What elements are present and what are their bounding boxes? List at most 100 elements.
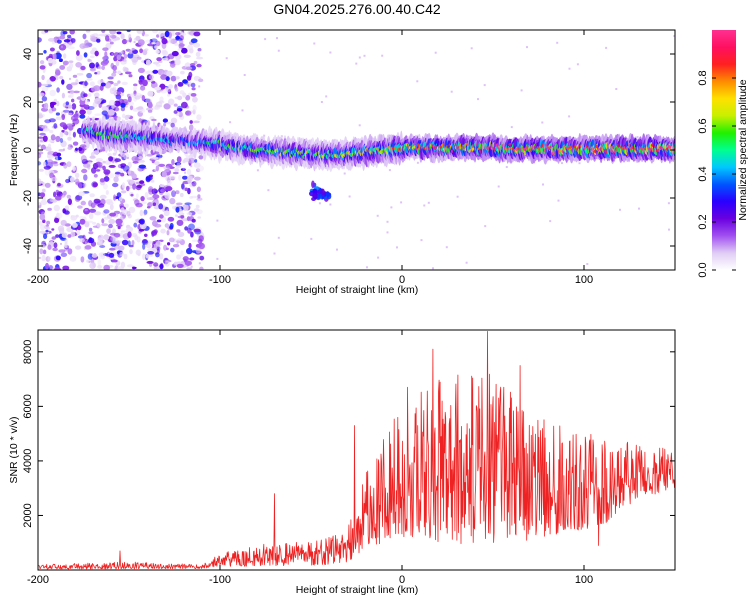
noise-cell xyxy=(164,223,170,228)
noise-cell xyxy=(65,101,70,106)
x-tick-label: 100 xyxy=(575,274,593,286)
noise-cell xyxy=(117,70,121,75)
noise-cell xyxy=(55,156,59,164)
background-cell xyxy=(673,35,675,37)
noise-cell xyxy=(156,246,161,251)
background-cell xyxy=(427,201,430,204)
noise-cell xyxy=(180,32,187,36)
noise-cell xyxy=(98,33,106,37)
noise-cell xyxy=(197,194,201,199)
noise-cell xyxy=(116,91,121,95)
noise-cell xyxy=(48,38,55,42)
noise-cell xyxy=(161,37,168,45)
noise-cell xyxy=(167,242,171,246)
noise-cell xyxy=(87,253,94,260)
background-cell xyxy=(366,266,368,269)
noise-cell xyxy=(88,208,97,213)
noise-cell xyxy=(144,34,149,37)
noise-cell xyxy=(66,83,73,90)
noise-cell xyxy=(152,194,160,200)
noise-cell xyxy=(38,202,41,206)
noise-cell xyxy=(113,194,117,201)
noise-cell xyxy=(108,164,116,168)
background-cell xyxy=(450,90,453,93)
noise-cell xyxy=(63,109,70,113)
noise-cell xyxy=(89,81,95,87)
noise-cell xyxy=(156,241,161,248)
noise-cell xyxy=(164,30,170,38)
x-tick-label: -200 xyxy=(27,574,49,586)
background-cell xyxy=(477,98,479,101)
snr-y-ticks: 2000 4000 6000 8000 xyxy=(22,340,675,528)
noise-cell xyxy=(188,124,194,131)
noise-cell xyxy=(61,114,66,120)
noise-cell xyxy=(83,99,90,105)
noise-cell xyxy=(186,267,192,270)
noise-cell xyxy=(134,234,139,241)
noise-cell xyxy=(160,228,166,234)
background-cell xyxy=(225,57,228,60)
noise-cell xyxy=(70,231,76,238)
noise-cell xyxy=(198,155,204,160)
noise-cell xyxy=(163,122,167,127)
noise-cell xyxy=(146,240,152,245)
side-feature-cell xyxy=(320,188,325,195)
noise-cell xyxy=(111,259,118,263)
noise-cell xyxy=(199,266,204,270)
noise-cell xyxy=(89,55,95,59)
noise-cell xyxy=(39,230,46,234)
noise-cell xyxy=(102,56,107,60)
noise-cell xyxy=(142,239,148,244)
noise-cell xyxy=(79,218,86,225)
background-cell xyxy=(264,38,267,41)
noise-cell xyxy=(181,218,189,222)
background-cell xyxy=(541,121,544,124)
noise-cell xyxy=(39,65,46,70)
noise-cell xyxy=(152,220,158,227)
noise-cell xyxy=(47,57,54,64)
noise-cell xyxy=(147,251,155,255)
noise-cell xyxy=(53,98,57,103)
noise-cell xyxy=(72,166,76,172)
noise-cell xyxy=(59,122,67,128)
y-tick-label: 0 xyxy=(22,147,34,153)
noise-cell xyxy=(195,204,200,209)
noise-cell xyxy=(43,102,49,110)
noise-cell xyxy=(75,172,80,178)
noise-cell xyxy=(156,57,162,62)
noise-cell xyxy=(105,35,110,42)
noise-cell xyxy=(41,96,48,102)
noise-cell xyxy=(164,166,171,173)
noise-cell xyxy=(120,102,126,108)
noise-cell xyxy=(94,211,102,216)
noise-cell xyxy=(190,93,197,97)
noise-cell xyxy=(49,76,56,82)
noise-cell xyxy=(38,92,45,97)
noise-cell xyxy=(135,249,141,256)
noise-cell xyxy=(132,160,139,164)
noise-cell xyxy=(169,61,175,64)
background-cell xyxy=(510,126,513,129)
noise-cell xyxy=(115,218,123,225)
background-cell xyxy=(256,169,259,172)
noise-cell xyxy=(97,258,102,266)
noise-cell xyxy=(49,172,54,179)
background-cell xyxy=(325,95,328,98)
noise-cell xyxy=(75,62,82,68)
noise-cell xyxy=(132,266,137,270)
noise-cell xyxy=(159,214,164,219)
noise-cell xyxy=(166,70,173,77)
noise-cell xyxy=(47,150,55,156)
noise-cell xyxy=(67,34,72,38)
noise-cell xyxy=(176,219,184,226)
noise-cell xyxy=(135,193,139,199)
noise-cell xyxy=(61,129,65,133)
noise-cell xyxy=(72,141,79,146)
noise-cell xyxy=(176,162,181,167)
noise-cell xyxy=(96,169,101,172)
noise-cell xyxy=(59,65,66,70)
noise-cell xyxy=(162,118,168,123)
background-cell xyxy=(184,171,187,174)
noise-cell xyxy=(78,146,83,152)
noise-cell xyxy=(38,37,42,43)
